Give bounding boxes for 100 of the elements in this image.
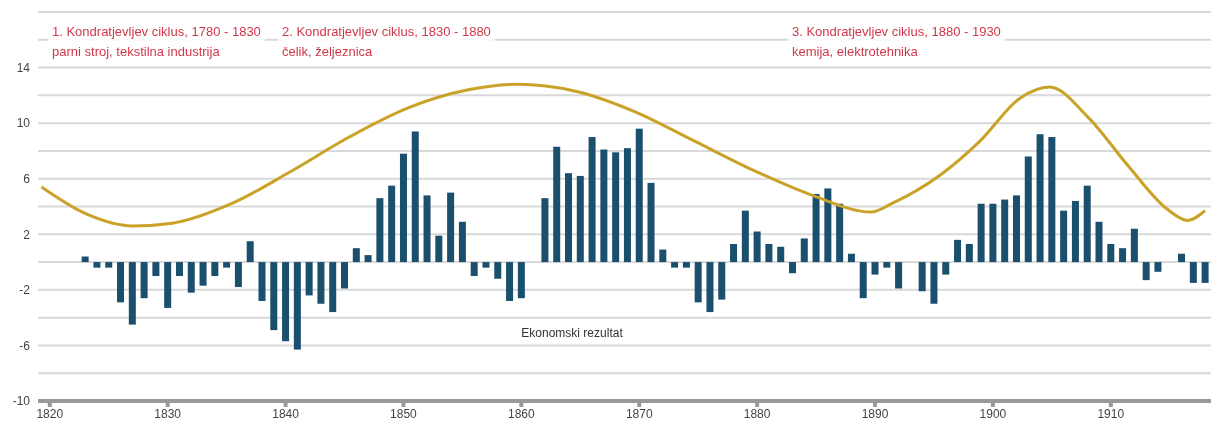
bar: [411, 131, 419, 263]
bar: [706, 262, 714, 313]
bar: [258, 262, 266, 301]
bar: [364, 255, 372, 263]
bar: [565, 173, 572, 263]
bar: [223, 262, 231, 268]
bar: [164, 262, 172, 308]
bar: [824, 188, 832, 263]
bar: [447, 192, 455, 263]
bar: [482, 262, 490, 268]
bar: [777, 246, 785, 263]
bar: [741, 210, 749, 263]
bar: [1001, 199, 1009, 263]
bar: [977, 203, 985, 263]
x-tick-label: 1910: [1097, 406, 1125, 421]
x-tick-label: 1820: [36, 406, 64, 421]
bar: [1036, 134, 1044, 263]
y-tick-label: -10: [12, 394, 31, 409]
bar: [1012, 195, 1020, 263]
bar: [352, 248, 360, 263]
x-tick-label: 1890: [861, 406, 889, 421]
bar: [517, 262, 525, 299]
bar: [376, 198, 384, 263]
bar: [635, 128, 643, 263]
bar: [812, 194, 820, 263]
x-tick-label: 1860: [508, 406, 536, 421]
bar: [152, 262, 160, 276]
x-tick-label: 1900: [979, 406, 1007, 421]
bar: [600, 149, 608, 263]
bar: [270, 262, 278, 331]
y-tick-label: -2: [19, 283, 31, 298]
bar: [682, 262, 690, 268]
annotation: 1. Kondratjevljev ciklus, 1780 - 1830 parni stroj, tekstilna industrija: [48, 22, 265, 62]
bar: [1024, 156, 1032, 263]
bar: [317, 262, 325, 304]
bar: [1060, 210, 1068, 263]
bar: [1189, 262, 1197, 283]
bar: [140, 262, 148, 299]
bar: [246, 241, 254, 263]
bar: [1178, 253, 1186, 263]
bar: [694, 262, 702, 303]
bar: [1201, 262, 1209, 283]
bar: [730, 244, 738, 263]
bar: [930, 262, 938, 304]
bar: [1071, 200, 1079, 263]
bar: [211, 262, 219, 276]
bar: [895, 262, 903, 289]
bar: [989, 203, 997, 263]
bar: [588, 137, 596, 263]
bar: [954, 239, 962, 263]
bar: [753, 231, 761, 263]
bar: [187, 262, 195, 293]
bar: [883, 262, 891, 268]
bar: [234, 262, 242, 288]
bar: [470, 262, 478, 276]
bar: [612, 152, 620, 263]
bar: [623, 148, 631, 263]
y-tick-label: -6: [19, 338, 31, 353]
bar: [329, 262, 337, 313]
bar: [659, 249, 667, 263]
bar: [435, 235, 443, 263]
bar: [175, 262, 183, 276]
bar: [671, 262, 679, 268]
bar: [647, 182, 655, 263]
x-tick-label: 1880: [743, 406, 771, 421]
x-tick-label: 1870: [625, 406, 653, 421]
line-series: [40, 82, 1207, 228]
annotation: 3. Kondratjevljev ciklus, 1880 - 1930 kemija, elektrotehnika: [788, 22, 1005, 62]
bar: [1130, 228, 1138, 263]
bar: [341, 262, 349, 289]
y-tick-label: 10: [16, 116, 31, 131]
bar: [458, 221, 466, 263]
bar: [847, 253, 855, 263]
bar: [1083, 185, 1091, 263]
bar: [553, 146, 561, 263]
bar: [859, 262, 867, 299]
bar: [718, 262, 726, 300]
bar: [282, 262, 290, 342]
text: Ekonomski rezultat: [521, 325, 623, 340]
bar: [1048, 137, 1056, 263]
bar: [423, 195, 431, 263]
bar: [942, 262, 950, 275]
bar: [1142, 262, 1150, 281]
bar: [305, 262, 313, 296]
bar: [293, 262, 301, 350]
y-tick-label: 2: [23, 227, 31, 242]
bar: [81, 256, 89, 263]
bar: [1095, 221, 1103, 263]
x-tick-label: 1830: [154, 406, 182, 421]
bar: [494, 262, 502, 279]
bar: [128, 262, 136, 325]
bar: [576, 175, 584, 263]
bar: [541, 198, 549, 263]
bar: [965, 244, 973, 263]
bar: [1107, 244, 1115, 263]
y-tick-label: 14: [16, 60, 31, 75]
bar: [399, 153, 407, 263]
bar: [199, 262, 207, 286]
bar: [800, 238, 808, 263]
bar: [93, 262, 101, 268]
